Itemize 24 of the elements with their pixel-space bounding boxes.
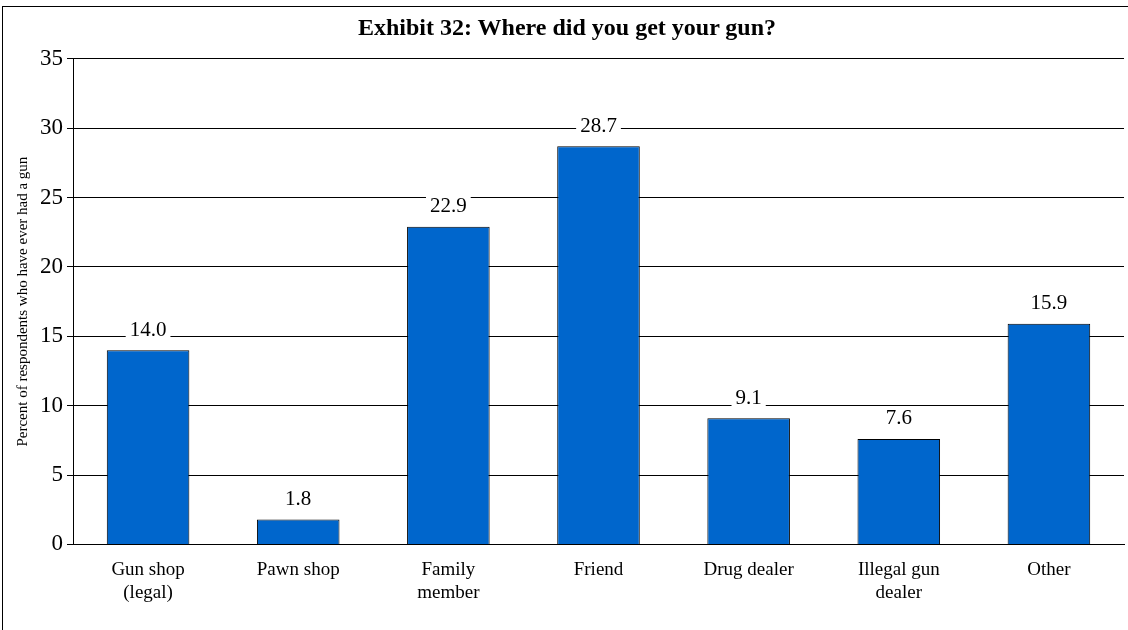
data-label: 28.7 xyxy=(580,112,617,137)
y-tick-label: 15 xyxy=(40,322,63,348)
data-label: 7.6 xyxy=(885,405,912,430)
data-label: 1.8 xyxy=(285,485,312,510)
data-label: 15.9 xyxy=(1030,290,1068,315)
data-label: 9.1 xyxy=(735,384,762,409)
x-tick-label: Pawn shop xyxy=(256,557,340,579)
y-tick-label: 10 xyxy=(40,391,63,417)
x-tick-label: Friend xyxy=(573,557,624,579)
y-tick-label: 35 xyxy=(40,44,63,70)
y-axis-title: Percent of respondents who have ever had a gun xyxy=(13,156,30,447)
y-tick-label: 20 xyxy=(40,252,63,278)
data-label: 14.0 xyxy=(129,316,167,341)
y-tick-label: 25 xyxy=(40,183,63,209)
x-tick-label: Drug dealer xyxy=(703,557,795,579)
chart-title: Exhibit 32: Where did you get your gun? xyxy=(357,13,777,40)
y-tick-label: 0 xyxy=(51,530,63,556)
y-tick-label: 30 xyxy=(40,114,63,140)
x-tick-label: Family member xyxy=(417,557,481,602)
x-tick-label: Illegal gun dealer xyxy=(857,557,941,602)
x-tick-label: Gun shop (legal) xyxy=(111,557,185,603)
y-tick-label: 5 xyxy=(51,461,63,487)
x-tick-label: Other xyxy=(1027,557,1072,579)
data-label: 22.9 xyxy=(429,193,467,218)
